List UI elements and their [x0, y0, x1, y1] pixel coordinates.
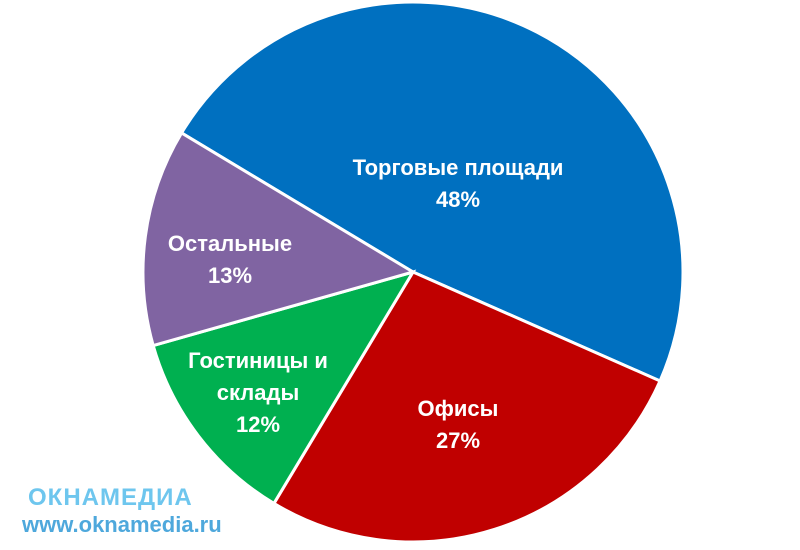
slice-label: Остальные 13%: [145, 228, 315, 292]
value-label: 13%: [207, 263, 253, 288]
slice-label: Офисы 27%: [378, 393, 538, 457]
category-label: Остальные: [167, 231, 293, 256]
value-label: 27%: [435, 428, 481, 453]
watermark-brand: ОКНАМЕДИА: [28, 484, 193, 511]
slice-label: Гостиницы и склады 12%: [163, 345, 353, 441]
pie-slice: [151, 269, 417, 506]
category-label: Офисы: [417, 396, 499, 421]
value-label: 48%: [435, 187, 481, 212]
slice-label: Торговые площади 48%: [318, 152, 598, 216]
watermark-url: www.oknamedia.ru: [22, 512, 222, 537]
pie-slice: [179, 0, 685, 383]
category-label: Торговые площади: [352, 155, 564, 180]
pie-slice: [141, 130, 417, 348]
pie-slice: [271, 270, 663, 544]
value-label: 12%: [235, 412, 281, 437]
category-label: Гостиницы и склады: [188, 348, 328, 405]
